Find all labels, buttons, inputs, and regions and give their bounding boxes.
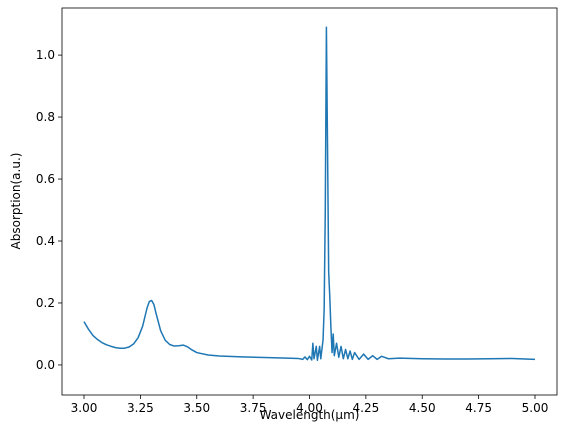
y-axis-label: Absorption(a.u.) [9,153,23,250]
y-tick-label: 0.6 [36,172,55,186]
y-tick-label: 0.4 [36,234,55,248]
x-axis-label: Wavelength(μm) [260,408,360,422]
x-tick-label: 3.00 [71,401,98,415]
x-tick-label: 4.50 [409,401,436,415]
x-tick-label: 3.50 [183,401,210,415]
x-tick-label: 3.75 [240,401,267,415]
x-tick-label: 4.25 [353,401,380,415]
plot-frame [61,7,558,396]
line-series [83,26,536,362]
y-tick-label: 0.8 [36,110,55,124]
x-tick-label: 4.00 [296,401,323,415]
y-tick-label: 0.2 [36,296,55,310]
x-tick-label: 5.00 [522,401,549,415]
x-tick-label: 3.25 [127,401,154,415]
y-tick-label: 1.0 [36,48,55,62]
y-tick-label: 0.0 [36,358,55,372]
x-tick-label: 4.75 [465,401,492,415]
